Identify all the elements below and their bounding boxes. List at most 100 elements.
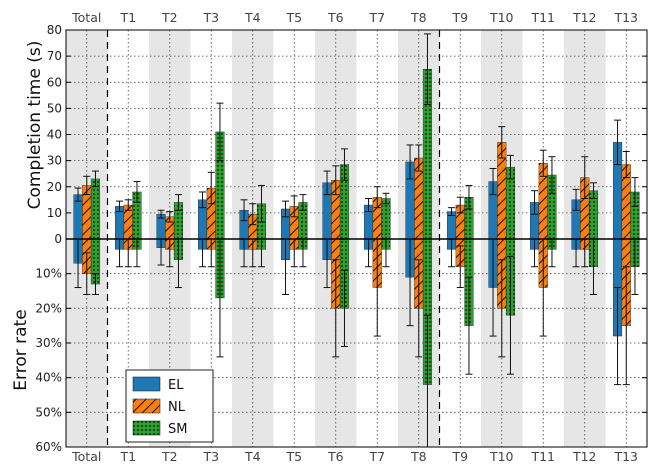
error-bars: [74, 33, 639, 448]
errbar-time-el-T10: [489, 167, 497, 196]
errbar-time-el-T12: [572, 188, 580, 211]
category-label-bottom-T1: T1: [119, 449, 136, 464]
errbar-time-el-T6: [323, 170, 331, 196]
errbar-time-nl-T13: [622, 150, 630, 179]
ytick-label-top-80: 80: [47, 23, 62, 37]
errbar-time-el-T5: [282, 200, 290, 218]
errbar-time-nl-T3: [207, 171, 215, 205]
errbar-time-sm-T6: [340, 148, 348, 181]
errbar-time-el-T3: [199, 191, 207, 209]
category-label-bottom-T8: T8: [410, 449, 427, 464]
errbar-error-el-T13: [614, 287, 622, 386]
errbar-time-nl-Total: [83, 175, 91, 196]
legend-label-el: EL: [168, 378, 184, 393]
errbar-time-sm-T1: [133, 181, 141, 203]
errbar-time-el-T9: [448, 207, 456, 216]
ytick-label-bottom-50: 50%: [35, 405, 62, 419]
errbar-error-nl-T8: [415, 259, 423, 358]
plot-frame: [65, 29, 648, 448]
errbar-time-el-T13: [614, 119, 622, 166]
category-label-bottom-T12: T12: [572, 449, 597, 464]
category-label-top-T6: T6: [327, 10, 344, 25]
errbar-error-nl-T9: [456, 245, 464, 289]
ytick-label-top-40: 40: [47, 128, 62, 142]
errbar-error-nl-T13: [622, 266, 630, 386]
legend-label-nl: NL: [168, 400, 186, 415]
errbar-error-nl-Total: [83, 252, 91, 295]
ytick-label-bottom-60: 60%: [35, 440, 62, 454]
legend-swatch-el: [132, 376, 161, 392]
errbar-error-sm-Total: [91, 273, 99, 295]
errbar-time-sm-T12: [589, 182, 597, 200]
category-label-bottom-T11: T11: [530, 449, 555, 464]
category-label-top-T1: T1: [119, 10, 136, 25]
ytick-label-top-10: 10: [47, 206, 62, 220]
errbar-time-nl-T9: [456, 196, 464, 214]
ytick-label-top-20: 20: [47, 180, 62, 194]
category-label-top-T5: T5: [285, 10, 302, 25]
category-label-top-T2: T2: [161, 10, 178, 25]
errbar-time-sm-T4: [257, 184, 265, 223]
errbar-time-sm-T2: [174, 194, 182, 211]
category-label-bottom-T9: T9: [451, 449, 468, 464]
errbar-time-nl-T2: [166, 211, 174, 223]
errbar-time-el-T1: [116, 200, 124, 213]
errbar-error-sm-T9: [465, 276, 473, 375]
category-label-top-T10: T10: [489, 10, 514, 25]
category-label-bottom-T6: T6: [327, 449, 344, 464]
ytick-label-top-50: 50: [47, 101, 62, 115]
category-label-top-T9: T9: [451, 10, 468, 25]
category-labels: Total Total T1 T1 T2 T2 T3 T3 T4 T4 T5 T5 T6 T6 T7 T7 T8…: [71, 10, 638, 464]
category-label-top-T7: T7: [368, 10, 385, 25]
errbar-error-sm-T10: [506, 255, 514, 375]
ytick-label-bottom-20: 20%: [35, 301, 62, 315]
ytick-label-top-0: 0: [54, 232, 62, 246]
errbar-error-sm-T6: [340, 269, 348, 347]
errbar-time-nl-T1: [124, 199, 132, 211]
errbar-time-sm-T7: [382, 192, 390, 205]
errbar-time-nl-T4: [249, 203, 257, 226]
errbar-time-sm-T8: [423, 33, 431, 105]
errbar-time-sm-T5: [299, 194, 307, 211]
errbar-time-nl-T12: [581, 156, 589, 200]
category-label-top-T8: T8: [410, 10, 427, 25]
errbar-time-nl-T11: [539, 149, 547, 177]
errbar-time-sm-T10: [506, 154, 514, 180]
category-label-bottom-T4: T4: [244, 449, 261, 464]
errbar-time-nl-T10: [498, 126, 506, 159]
errbar-time-nl-T6: [332, 165, 340, 196]
legend-swatch-nl: [132, 398, 161, 414]
category-label-bottom-T13: T13: [613, 449, 638, 464]
y-axis-title-bottom: Error rate: [11, 309, 31, 390]
category-label-bottom-Total: Total: [71, 449, 101, 464]
errbar-time-el-Total: [74, 187, 82, 202]
category-label-top-T3: T3: [202, 10, 219, 25]
category-label-bottom-T2: T2: [161, 449, 178, 464]
errbar-error-nl-T6: [332, 259, 340, 358]
category-label-bottom-T10: T10: [489, 449, 514, 464]
ytick-label-bottom-40: 40%: [35, 371, 62, 385]
y-axis-title-top: Completion time (s): [25, 41, 45, 210]
category-label-top-T12: T12: [572, 10, 597, 25]
errbar-time-sm-T11: [548, 156, 556, 194]
category-label-top-T4: T4: [244, 10, 261, 25]
ytick-label-bottom-30: 30%: [35, 336, 62, 350]
category-label-bottom-T5: T5: [285, 449, 302, 464]
errbar-error-nl-T10: [498, 259, 506, 358]
errbar-time-el-T11: [531, 190, 539, 215]
category-label-top-T11: T11: [530, 10, 555, 25]
bar-time-sm-T7: [381, 198, 391, 240]
ytick-label-top-70: 70: [47, 49, 62, 63]
errbar-time-nl-T7: [373, 186, 381, 209]
errbar-time-sm-T3: [216, 102, 224, 162]
category-label-top-T13: T13: [613, 10, 638, 25]
errbar-time-el-T7: [365, 198, 373, 213]
ytick-label-top-30: 30: [47, 154, 62, 168]
legend: EL NL SM: [125, 369, 214, 443]
category-label-bottom-T7: T7: [368, 449, 385, 464]
category-label-top-Total: Total: [71, 10, 101, 25]
errbar-time-sm-T9: [465, 184, 473, 210]
legend-label-sm: SM: [168, 422, 187, 437]
